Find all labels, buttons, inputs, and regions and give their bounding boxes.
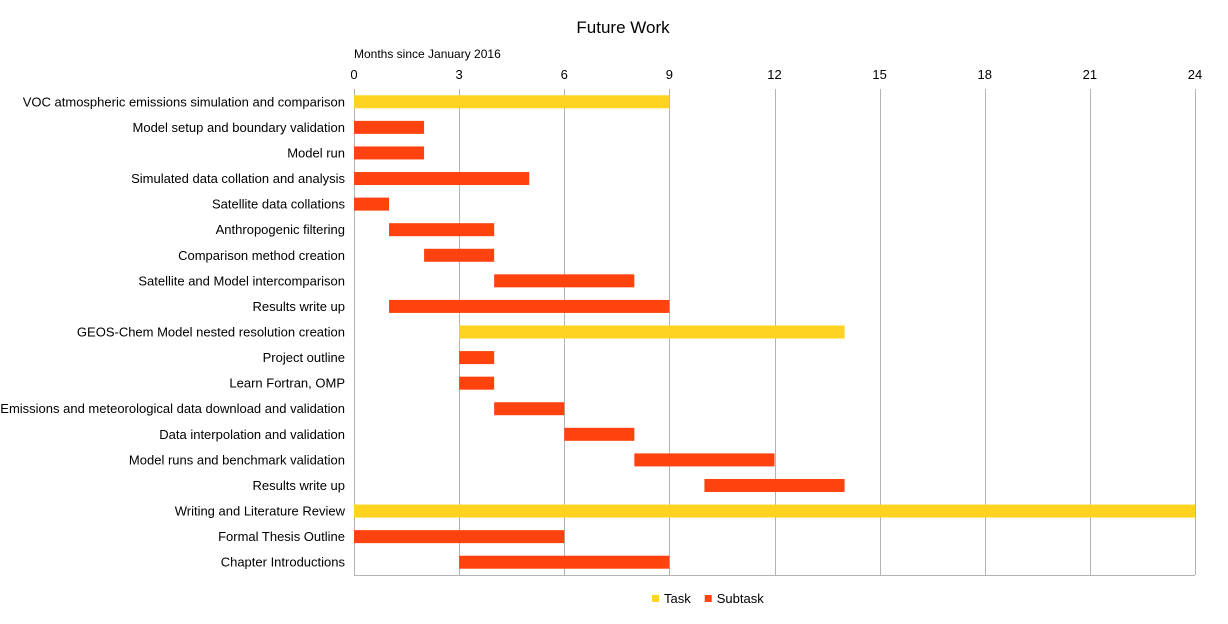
subtask-bar [459,351,495,365]
subtask-bar [459,376,495,390]
subtask-bar [354,530,565,544]
task-label: Results write up [253,299,345,314]
subtask-bar [354,120,425,134]
x-tick-label: 12 [767,67,781,82]
legend-label: Task [664,591,691,606]
subtask-bar [494,274,635,288]
task-label: Results write up [253,478,345,493]
task-bars [354,95,1195,569]
subtask-bar [424,248,495,262]
task-label: VOC atmospheric emissions simulation and… [23,94,345,109]
task-bar [459,325,845,339]
subtask-bar [354,146,425,160]
x-tick-labels: 0 3 6 9 12 15 18 21 24 [350,67,1202,82]
task-label: Satellite and Model intercomparison [138,273,345,288]
task-label: Learn Fortran, OMP [229,376,345,391]
task-label: Writing and Literature Review [175,504,346,519]
legend-label: Subtask [717,591,764,606]
x-tick-label: 15 [872,67,886,82]
x-tick-label: 0 [350,67,357,82]
subtask-bar [459,555,670,569]
subtask-bar [634,453,775,467]
task-label: Model setup and boundary validation [133,120,345,135]
x-tick-label: 24 [1188,67,1202,82]
task-label: Simulated data collation and analysis [131,171,345,186]
task-bar [354,95,670,109]
subtask-bar [564,427,635,441]
legend-swatch [704,595,712,602]
task-label: Model runs and benchmark validation [129,452,345,467]
task-label: Formal Thesis Outline [218,529,345,544]
chart-title: Future Work [576,18,670,37]
task-label: Comparison method creation [178,248,345,263]
legend-swatch [652,595,659,602]
x-tick-label: 9 [666,67,673,82]
task-label: Chapter Introductions [221,555,346,570]
x-axis-title: Months since January 2016 [354,47,501,61]
task-label: GEOS-Chem Model nested resolution creati… [77,325,345,340]
task-label: Project outline [263,350,345,365]
task-label: Anthropogenic filtering [216,222,345,237]
subtask-bar [389,299,670,313]
subtask-bar [354,172,530,186]
x-tick-label: 18 [978,67,992,82]
x-tick-label: 6 [561,67,568,82]
task-label: Emissions and meteorological data downlo… [0,401,345,416]
x-tick-label: 3 [456,67,463,82]
task-labels: VOC atmospheric emissions simulation and… [0,94,345,569]
task-label: Data interpolation and validation [159,427,345,442]
task-label: Satellite data collations [212,197,345,212]
subtask-bar [494,402,565,416]
task-label: Model run [287,145,345,160]
subtask-bar [354,197,390,211]
task-bar [354,504,1195,518]
x-tick-label: 21 [1083,67,1097,82]
subtask-bar [389,223,495,237]
subtask-bar [704,478,845,492]
legend: Task Subtask [652,591,764,606]
